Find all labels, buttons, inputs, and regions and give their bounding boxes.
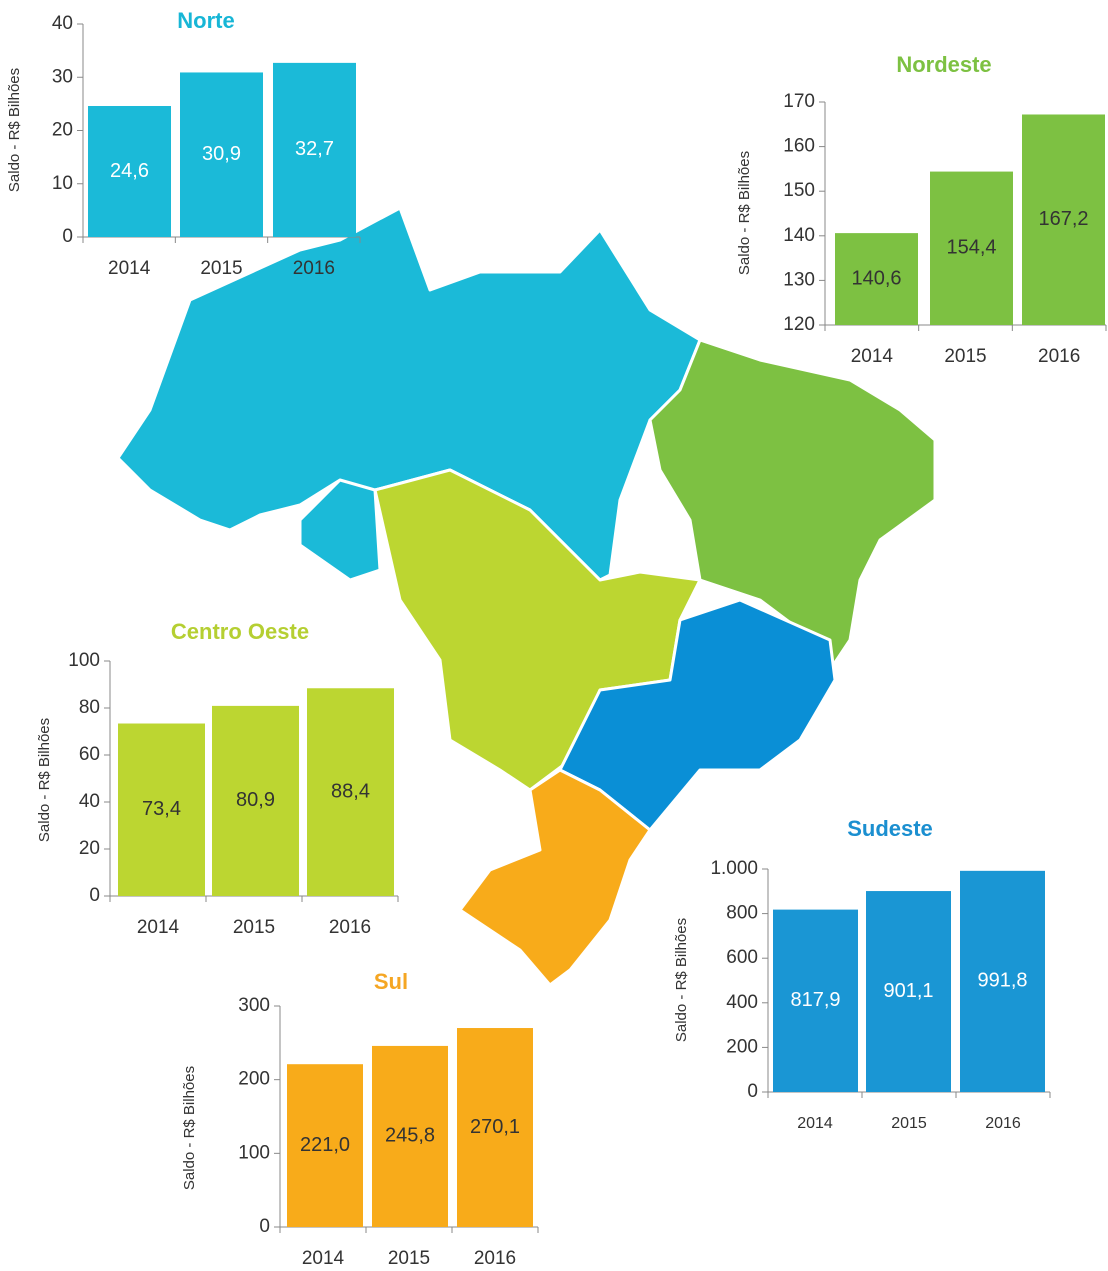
y-tick-label: 0 bbox=[62, 226, 73, 247]
x-tick-label: 2014 bbox=[137, 917, 180, 938]
x-tick-label: 2015 bbox=[891, 1115, 927, 1132]
y-tick-label: 100 bbox=[68, 650, 100, 671]
bar bbox=[457, 1028, 533, 1227]
value-label: 88,4 bbox=[331, 780, 370, 802]
y-tick-label: 10 bbox=[52, 173, 73, 194]
x-tick-label: 2016 bbox=[1038, 346, 1080, 367]
x-tick-label: 2014 bbox=[302, 1248, 345, 1269]
y-tick-label: 200 bbox=[238, 1069, 270, 1090]
bar bbox=[88, 106, 171, 237]
chart-title: Centro Oeste bbox=[171, 619, 309, 644]
x-tick-label: 2016 bbox=[293, 258, 335, 279]
bar bbox=[180, 72, 263, 238]
y-axis-label: Saldo - R$ Bilhões bbox=[181, 1066, 198, 1190]
value-label: 245,8 bbox=[385, 1125, 435, 1147]
y-tick-label: 60 bbox=[79, 744, 100, 765]
y-tick-label: 300 bbox=[238, 995, 270, 1016]
bar bbox=[273, 62, 356, 238]
y-tick-label: 40 bbox=[52, 13, 73, 34]
y-tick-label: 0 bbox=[747, 1081, 758, 1102]
y-tick-label: 80 bbox=[79, 697, 100, 718]
x-tick-label: 2015 bbox=[200, 258, 242, 279]
x-tick-label: 2015 bbox=[388, 1248, 430, 1269]
bar bbox=[835, 233, 918, 325]
value-label: 32,7 bbox=[295, 138, 334, 160]
x-tick-label: 2016 bbox=[474, 1248, 516, 1269]
y-tick-label: 160 bbox=[783, 136, 815, 157]
y-tick-label: 120 bbox=[783, 314, 815, 335]
bar bbox=[118, 723, 205, 896]
bar bbox=[866, 891, 951, 1092]
y-tick-label: 40 bbox=[79, 791, 100, 812]
y-tick-label: 170 bbox=[783, 91, 815, 112]
bar bbox=[307, 688, 394, 896]
brazil-map bbox=[116, 206, 937, 987]
value-label: 154,4 bbox=[946, 237, 996, 259]
value-label: 901,1 bbox=[883, 980, 933, 1002]
region-nordeste bbox=[648, 338, 937, 672]
x-tick-label: 2014 bbox=[797, 1115, 833, 1132]
y-axis-label: Saldo - R$ Bilhões bbox=[673, 918, 690, 1042]
value-label: 167,2 bbox=[1038, 208, 1088, 230]
chart-title: Sudeste bbox=[847, 816, 933, 841]
bar bbox=[372, 1045, 448, 1227]
y-tick-label: 30 bbox=[52, 66, 73, 87]
value-label: 991,8 bbox=[977, 970, 1027, 992]
y-tick-label: 200 bbox=[726, 1036, 758, 1057]
x-tick-label: 2014 bbox=[108, 258, 151, 279]
y-tick-label: 20 bbox=[79, 838, 100, 859]
bar bbox=[960, 870, 1045, 1092]
value-label: 30,9 bbox=[202, 143, 241, 165]
y-tick-label: 1.000 bbox=[710, 858, 758, 879]
y-tick-label: 400 bbox=[726, 992, 758, 1013]
bar bbox=[930, 171, 1013, 325]
value-label: 270,1 bbox=[470, 1116, 520, 1138]
y-tick-label: 150 bbox=[783, 180, 815, 201]
value-label: 221,0 bbox=[300, 1134, 350, 1156]
y-tick-label: 800 bbox=[726, 903, 758, 924]
x-tick-label: 2016 bbox=[985, 1115, 1021, 1132]
x-tick-label: 2015 bbox=[233, 917, 275, 938]
bar bbox=[773, 909, 858, 1092]
chart-title: Norte bbox=[177, 8, 234, 33]
value-label: 140,6 bbox=[851, 267, 901, 289]
value-label: 73,4 bbox=[142, 798, 181, 820]
x-tick-label: 2014 bbox=[851, 346, 894, 367]
y-tick-label: 100 bbox=[238, 1142, 270, 1163]
region-sul bbox=[458, 768, 652, 987]
y-axis-label: Saldo - R$ Bilhões bbox=[6, 68, 23, 192]
chart-title: Nordeste bbox=[896, 52, 991, 77]
y-tick-label: 20 bbox=[52, 120, 73, 141]
x-tick-label: 2015 bbox=[944, 346, 986, 367]
chart-title: Sul bbox=[374, 969, 408, 994]
y-tick-label: 600 bbox=[726, 947, 758, 968]
value-label: 817,9 bbox=[790, 989, 840, 1011]
y-axis-label: Saldo - R$ Bilhões bbox=[736, 151, 753, 275]
bar bbox=[287, 1064, 363, 1227]
y-tick-label: 0 bbox=[89, 885, 100, 906]
bar bbox=[212, 705, 299, 896]
x-tick-label: 2016 bbox=[329, 917, 371, 938]
y-axis-label: Saldo - R$ Bilhões bbox=[36, 718, 53, 842]
y-tick-label: 0 bbox=[259, 1216, 270, 1237]
bar bbox=[1022, 114, 1105, 325]
value-label: 24,6 bbox=[110, 160, 149, 182]
y-tick-label: 130 bbox=[783, 269, 815, 290]
value-label: 80,9 bbox=[236, 789, 275, 811]
y-tick-label: 140 bbox=[783, 225, 815, 246]
